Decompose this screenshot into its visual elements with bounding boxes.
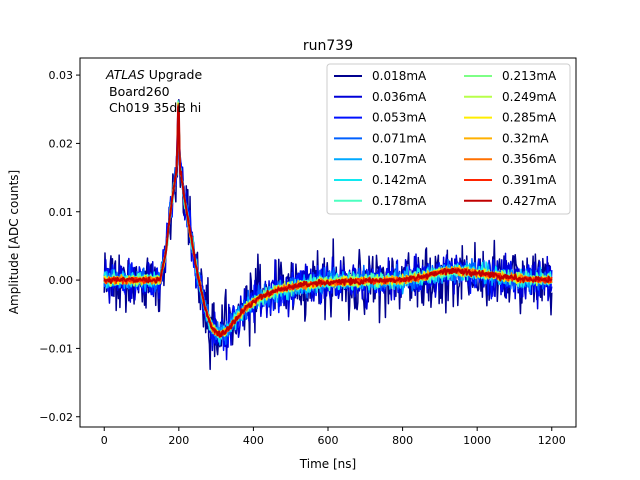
y-tick-label: 0.02 <box>49 137 74 150</box>
legend-box <box>326 63 571 215</box>
legend-label: 0.053mA <box>372 111 427 125</box>
legend-label: 0.213mA <box>502 69 557 83</box>
x-tick-label: 600 <box>318 434 339 447</box>
x-tick-label: 400 <box>243 434 264 447</box>
legend-label: 0.142mA <box>372 173 427 187</box>
y-tick-label: −0.02 <box>39 411 73 424</box>
annotation-line-2: Board260 <box>109 84 170 99</box>
y-tick-label: −0.01 <box>39 342 73 355</box>
x-axis-label: Time [ns] <box>299 457 356 471</box>
annotation-upgrade: Upgrade <box>145 67 203 82</box>
legend-label: 0.391mA <box>502 173 557 187</box>
legend-label: 0.356mA <box>502 152 557 166</box>
x-tick-label: 0 <box>101 434 108 447</box>
y-tick-label: 0.03 <box>49 69 74 82</box>
x-tick-label: 1200 <box>538 434 566 447</box>
annotation-atlas: ATLAS <box>105 67 145 82</box>
legend-label: 0.018mA <box>372 69 427 83</box>
y-axis: −0.02 −0.01 0.00 0.01 0.02 0.03 <box>39 69 80 424</box>
annotation-line-3: Ch019 35dB hi <box>109 100 201 115</box>
legend-label: 0.036mA <box>372 90 427 104</box>
atlas-annotation: ATLAS Upgrade Board260 Ch019 35dB hi <box>105 67 202 115</box>
legend-label: 0.285mA <box>502 111 557 125</box>
chart-title: run739 <box>303 38 353 54</box>
x-tick-label: 200 <box>168 434 189 447</box>
legend-label: 0.107mA <box>372 152 427 166</box>
series-line-0.427mA <box>103 105 553 338</box>
annotation-line-1: ATLAS Upgrade <box>105 67 202 82</box>
x-axis: 0 200 400 600 800 1000 1200 <box>101 427 566 447</box>
legend: 0.018mA 0.036mA 0.053mA 0.071mA 0.107mA 0.142… <box>326 63 571 215</box>
y-tick-label: 0.01 <box>49 206 74 219</box>
x-tick-label: 800 <box>392 434 413 447</box>
legend-label: 0.427mA <box>502 194 557 208</box>
series-layer <box>103 99 553 371</box>
legend-label: 0.249mA <box>502 90 557 104</box>
x-tick-label: 1000 <box>463 434 491 447</box>
legend-label: 0.178mA <box>372 194 427 208</box>
y-tick-label: 0.00 <box>49 274 74 287</box>
legend-label: 0.32mA <box>502 131 549 145</box>
y-axis-label: Amplitude [ADC counts] <box>7 170 21 314</box>
legend-label: 0.071mA <box>372 131 427 145</box>
